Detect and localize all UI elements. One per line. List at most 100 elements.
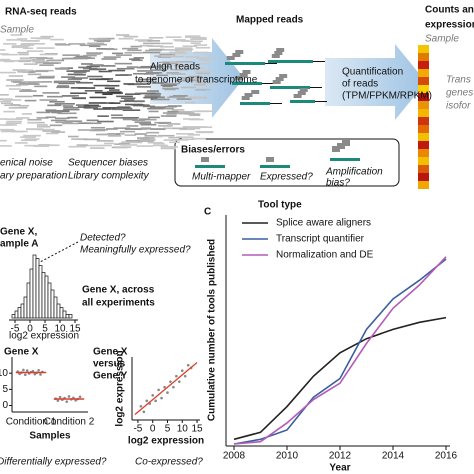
point — [67, 395, 71, 398]
read — [111, 114, 123, 117]
read — [143, 73, 155, 75]
read — [4, 118, 23, 120]
read — [279, 74, 288, 78]
read — [70, 87, 87, 89]
category-label: Condition 1 — [6, 417, 57, 428]
read — [275, 77, 284, 81]
read — [53, 81, 68, 84]
read — [179, 128, 195, 131]
read — [8, 107, 20, 109]
read — [74, 73, 86, 76]
read — [165, 36, 182, 38]
legend-label: Normalization and DE — [276, 250, 374, 261]
read-cloud — [0, 34, 215, 150]
read — [27, 73, 42, 76]
transcript — [260, 165, 290, 168]
read — [66, 70, 81, 72]
read — [160, 146, 178, 148]
read — [102, 93, 113, 96]
read — [185, 101, 196, 104]
read — [151, 82, 168, 84]
read — [57, 85, 69, 87]
read — [194, 51, 210, 54]
read — [153, 142, 165, 145]
read — [164, 105, 177, 108]
heat-cell — [418, 109, 429, 117]
read — [39, 64, 54, 66]
read — [12, 46, 29, 49]
heat-cell — [418, 117, 429, 125]
read — [46, 95, 64, 98]
label: enical noise — [0, 158, 53, 169]
title: expression — [425, 20, 474, 31]
heat-cell — [418, 53, 429, 61]
legend-label: Transcript quantifier — [276, 234, 365, 245]
point — [183, 374, 187, 378]
read — [104, 84, 120, 87]
read — [106, 128, 118, 130]
read — [176, 133, 194, 135]
read — [161, 61, 178, 64]
read — [146, 72, 163, 74]
read — [50, 38, 64, 41]
read — [157, 56, 171, 58]
read — [87, 122, 102, 125]
read — [166, 113, 177, 116]
read — [6, 79, 24, 81]
read — [189, 114, 201, 117]
heat-cell — [418, 85, 429, 93]
transcript — [330, 158, 360, 161]
point — [157, 388, 160, 392]
read — [172, 127, 187, 130]
read — [110, 92, 124, 94]
read — [116, 67, 135, 70]
read — [50, 119, 67, 122]
read — [169, 55, 184, 58]
read — [0, 59, 18, 62]
read — [39, 75, 56, 78]
read — [115, 54, 132, 56]
read — [120, 97, 136, 100]
read — [0, 71, 17, 74]
read — [35, 61, 50, 64]
read — [0, 124, 14, 126]
read — [293, 94, 302, 98]
read — [115, 34, 130, 36]
read — [36, 47, 55, 49]
read — [101, 58, 117, 60]
read — [251, 90, 260, 94]
hist-bar — [50, 289, 55, 319]
transcript — [268, 60, 313, 63]
read — [49, 124, 63, 127]
read — [31, 70, 49, 73]
read — [174, 39, 189, 42]
read — [162, 112, 176, 114]
read — [71, 138, 87, 140]
read — [77, 129, 95, 131]
read — [113, 127, 131, 129]
tick-label: 10 — [54, 324, 66, 335]
tick-label: 2010 — [276, 451, 299, 462]
read — [160, 147, 176, 150]
read — [139, 118, 150, 120]
point — [39, 373, 42, 376]
heat-cell — [418, 125, 429, 133]
read — [28, 128, 44, 131]
read — [241, 96, 250, 100]
read — [191, 36, 207, 39]
read — [148, 36, 164, 39]
read — [61, 94, 79, 97]
read — [147, 40, 161, 42]
read — [142, 51, 161, 54]
heat-cell — [418, 181, 429, 189]
read — [78, 66, 92, 69]
read — [39, 99, 58, 101]
read — [18, 60, 31, 63]
transcript — [270, 86, 310, 89]
heat-cell — [418, 69, 429, 77]
read — [163, 49, 179, 51]
title: Gene Y — [93, 371, 128, 382]
point — [145, 399, 149, 403]
legend-label: Splice aware aligners — [276, 218, 371, 229]
read — [36, 124, 48, 126]
